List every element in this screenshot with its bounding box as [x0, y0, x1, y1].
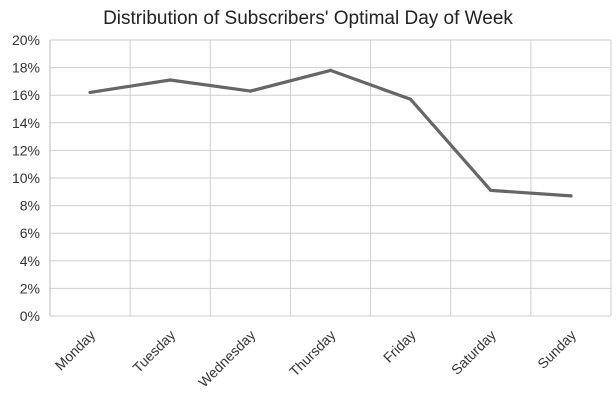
y-tick-label: 2%: [20, 280, 40, 296]
y-tick-label: 14%: [12, 115, 40, 131]
y-tick-label: 20%: [12, 32, 40, 48]
y-tick-label: 6%: [20, 225, 40, 241]
data-point: [328, 68, 333, 72]
y-tick-label: 0%: [20, 308, 40, 324]
y-tick-label: 8%: [20, 198, 40, 214]
chart-title: Distribution of Subscribers' Optimal Day…: [103, 8, 513, 29]
data-point: [248, 89, 252, 93]
data-point: [569, 194, 573, 198]
x-tick-label: Saturday: [448, 327, 499, 378]
x-tick-label: Sunday: [534, 327, 579, 372]
y-tick-label: 12%: [12, 142, 40, 158]
series-line: [88, 68, 573, 198]
data-point: [409, 97, 413, 101]
x-tick-label: Friday: [380, 327, 419, 366]
data-point: [489, 188, 493, 193]
series-layer: [88, 68, 573, 198]
x-tick-label: Thursday: [286, 327, 339, 380]
y-tick-label: 10%: [12, 170, 40, 186]
y-tick-label: 16%: [12, 87, 40, 103]
grid-lines: [49, 39, 612, 317]
x-tick-label: Tuesday: [129, 327, 178, 376]
x-tick-label: Wednesday: [195, 327, 258, 390]
y-axis-tick-labels: 0% 2% 4% 6% 8% 10% 12% 14% 16% 18% 20%: [12, 32, 40, 324]
data-point: [168, 78, 172, 82]
y-tick-label: 4%: [20, 253, 40, 269]
y-tick-label: 18%: [12, 60, 40, 76]
x-tick-label: Monday: [52, 327, 99, 374]
x-axis-tick-labels: Monday Tuesday Wednesday Thursday Friday Satu…: [52, 327, 579, 390]
data-point: [88, 90, 92, 95]
